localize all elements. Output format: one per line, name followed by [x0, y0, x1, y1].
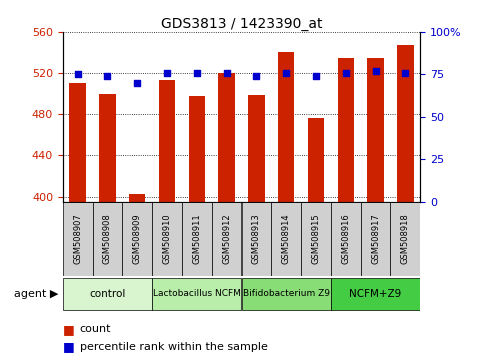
Bar [63, 202, 93, 276]
Text: GSM508911: GSM508911 [192, 213, 201, 264]
Bar [129, 194, 145, 202]
Bar [70, 83, 86, 202]
Text: GSM508910: GSM508910 [163, 213, 171, 264]
Bar [331, 202, 361, 276]
Text: Bifidobacterium Z9: Bifidobacterium Z9 [242, 289, 330, 298]
Bar [278, 52, 294, 202]
Text: GSM508916: GSM508916 [341, 213, 350, 264]
Point [133, 80, 141, 86]
Text: control: control [89, 289, 126, 299]
Bar [99, 94, 115, 202]
Bar [212, 202, 242, 276]
Text: ■: ■ [63, 323, 74, 336]
Bar [331, 278, 420, 310]
Bar [308, 118, 324, 202]
Bar [152, 202, 182, 276]
Bar [242, 202, 271, 276]
Bar [338, 58, 354, 202]
Bar [242, 278, 331, 310]
Bar [182, 202, 212, 276]
Bar [189, 96, 205, 202]
Bar [397, 45, 413, 202]
Text: GSM508914: GSM508914 [282, 213, 291, 264]
Bar [271, 202, 301, 276]
Bar [248, 95, 265, 202]
Point [253, 73, 260, 79]
Point [401, 70, 409, 75]
Text: GSM508909: GSM508909 [133, 213, 142, 264]
Bar [301, 202, 331, 276]
Bar [159, 80, 175, 202]
Text: agent ▶: agent ▶ [14, 289, 58, 299]
Bar [368, 58, 384, 202]
Bar [93, 202, 122, 276]
Text: GSM508918: GSM508918 [401, 213, 410, 264]
Point [282, 70, 290, 75]
Bar [361, 202, 390, 276]
Text: count: count [80, 324, 111, 334]
Bar [390, 202, 420, 276]
Text: NCFM+Z9: NCFM+Z9 [349, 289, 402, 299]
Text: percentile rank within the sample: percentile rank within the sample [80, 342, 268, 352]
Bar [218, 73, 235, 202]
Point [74, 72, 82, 77]
Text: GSM508912: GSM508912 [222, 213, 231, 264]
Text: GSM508915: GSM508915 [312, 213, 320, 264]
Point [312, 73, 320, 79]
Bar [63, 278, 152, 310]
Text: ■: ■ [63, 341, 74, 353]
Point [342, 70, 350, 75]
Text: GSM508913: GSM508913 [252, 213, 261, 264]
Point [223, 70, 230, 75]
Text: GSM508908: GSM508908 [103, 213, 112, 264]
Text: Lactobacillus NCFM: Lactobacillus NCFM [153, 289, 241, 298]
Point [104, 73, 112, 79]
Text: GSM508917: GSM508917 [371, 213, 380, 264]
Text: GSM508907: GSM508907 [73, 213, 82, 264]
Point [163, 70, 171, 75]
Bar [152, 278, 242, 310]
Point [193, 70, 201, 75]
Point [372, 68, 380, 74]
Title: GDS3813 / 1423390_at: GDS3813 / 1423390_at [161, 17, 322, 31]
Bar [122, 202, 152, 276]
